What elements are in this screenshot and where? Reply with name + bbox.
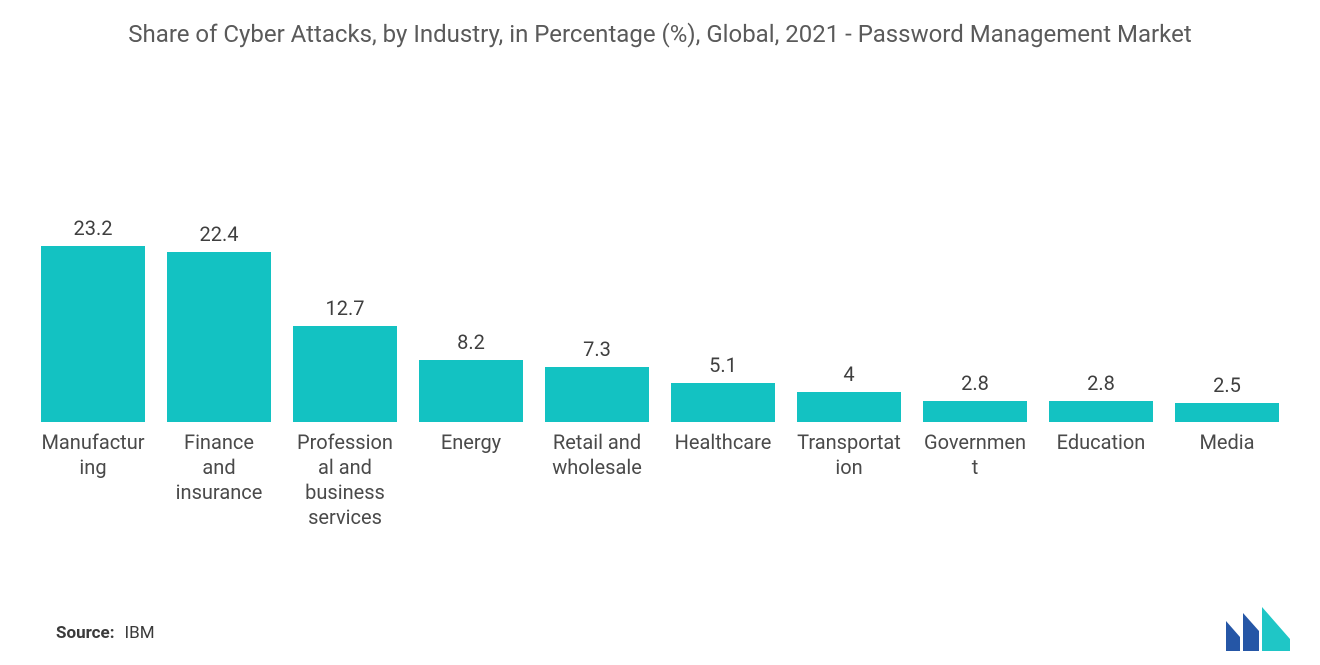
source-label: Source:	[56, 623, 114, 643]
chart-title: Share of Cyber Attacks, by Industry, in …	[0, 0, 1320, 50]
bar-slot: 2.8 Government	[918, 200, 1032, 480]
brand-logo-icon	[1226, 607, 1292, 651]
bar-category-label: Finance and insurance	[167, 430, 271, 505]
bar-value-label: 2.5	[1213, 373, 1241, 397]
bar-slot: 2.8 Education	[1044, 200, 1158, 455]
bar-value-label: 22.4	[200, 222, 239, 246]
bar	[167, 252, 271, 422]
bar	[923, 401, 1027, 422]
bar-slot: 22.4 Finance and insurance	[162, 200, 276, 505]
bar-category-label: Media	[1199, 430, 1254, 455]
bar-value-label: 2.8	[1087, 371, 1115, 395]
bar-category-label: Education	[1057, 430, 1146, 455]
bar-value-label: 12.7	[326, 296, 365, 320]
bar-category-label: Manufacturing	[41, 430, 145, 480]
bar	[293, 326, 397, 422]
bar-slot: 4 Transportation	[792, 200, 906, 480]
bar	[797, 392, 901, 422]
bar-category-label: Energy	[441, 430, 501, 455]
bar	[41, 246, 145, 422]
bar-value-label: 5.1	[709, 353, 737, 377]
bar-value-label: 7.3	[583, 337, 611, 361]
source-value: IBM	[124, 623, 154, 643]
bar-slot: 23.2 Manufacturing	[36, 200, 150, 480]
bar	[1049, 401, 1153, 422]
bar-chart: 23.2 Manufacturing 22.4 Finance and insuran…	[30, 200, 1290, 550]
bar	[419, 360, 523, 422]
bar-slot: 7.3 Retail and wholesale	[540, 200, 654, 480]
bar-category-label: Transportation	[797, 430, 901, 480]
bar-value-label: 23.2	[74, 216, 113, 240]
bar	[671, 383, 775, 422]
bar-slot: 12.7 Professional and business services	[288, 200, 402, 530]
bar-category-label: Retail and wholesale	[545, 430, 649, 480]
bar-category-label: Government	[923, 430, 1027, 480]
bar-category-label: Professional and business services	[293, 430, 397, 530]
bar	[1175, 403, 1279, 422]
bar-category-label: Healthcare	[675, 430, 772, 455]
bar-slot: 5.1 Healthcare	[666, 200, 780, 455]
source-attribution: Source: IBM	[56, 623, 155, 643]
bar-slot: 8.2 Energy	[414, 200, 528, 455]
bar-slot: 2.5 Media	[1170, 200, 1284, 455]
bar-value-label: 2.8	[961, 371, 989, 395]
bar-value-label: 4	[843, 362, 854, 386]
bar	[545, 367, 649, 422]
bar-value-label: 8.2	[457, 330, 485, 354]
